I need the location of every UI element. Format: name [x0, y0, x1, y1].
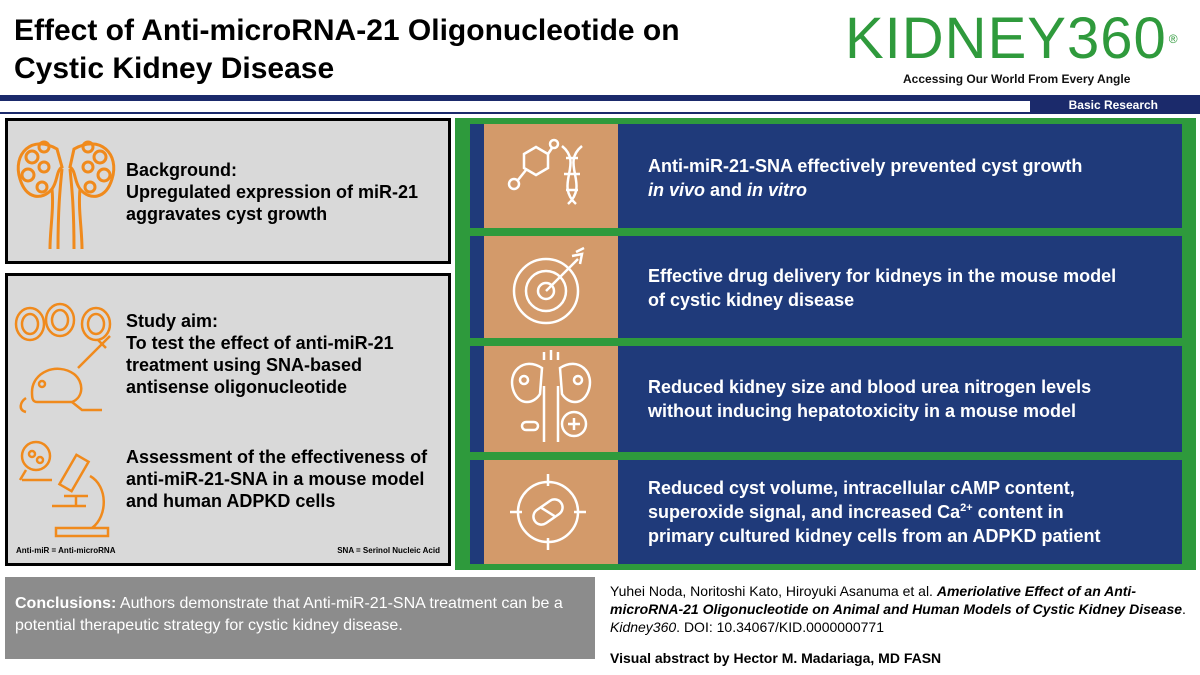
finding-icon-tile [484, 124, 618, 228]
finding-line-2b: content in [972, 502, 1064, 522]
study-aim-text: Study aim: To test the effect of anti-mi… [126, 310, 394, 398]
assessment-text: Assessment of the effectiveness of anti-… [126, 446, 427, 512]
background-text: Background: Upregulated expression of mi… [126, 159, 418, 225]
finding-card: Reduced cyst volume, intracellular cAMP … [470, 460, 1182, 564]
citation: Yuhei Noda, Noritoshi Kato, Hiroyuki Asa… [610, 582, 1195, 636]
title-line-2: Cystic Kidney Disease [14, 52, 335, 85]
calcium-superscript: 2+ [960, 502, 973, 514]
in-vitro-text: in vitro [747, 180, 808, 200]
journal-logo: KIDNEY360 ® [845, 8, 1190, 70]
finding-text: Anti-miR-21-SNA effectively prevented cy… [648, 154, 1168, 202]
study-aim-line-1: To test the effect of anti-miR-21 [126, 333, 394, 353]
background-line-2: aggravates cyst growth [126, 204, 328, 224]
finding-icon-tile [484, 346, 618, 452]
finding-icon-tile [484, 236, 618, 338]
page-title: Effect of Anti-microRNA-21 Oligonucleoti… [14, 12, 814, 88]
dna-molecule-icon [507, 138, 583, 205]
study-panel: Study aim: To test the effect of anti-mi… [5, 273, 451, 566]
finding-card: Effective drug delivery for kidneys in t… [470, 236, 1182, 338]
finding-card: Anti-miR-21-SNA effectively prevented cy… [470, 124, 1182, 228]
finding-line-2: of cystic kidney disease [648, 290, 855, 310]
section-badge: Basic Research [1030, 97, 1200, 113]
citation-authors: Yuhei Noda, Noritoshi Kato, Hiroyuki Asa… [610, 583, 937, 599]
conclusion-box: Conclusions: Authors demonstrate that An… [5, 577, 595, 659]
finding-text: Reduced kidney size and blood urea nitro… [648, 375, 1168, 423]
microscope-icon [18, 440, 110, 538]
finding-icon-tile [484, 460, 618, 564]
background-label: Background: [126, 160, 238, 180]
findings-panel: Anti-miR-21-SNA effectively prevented cy… [455, 118, 1196, 570]
finding-line-2: without inducing hepatotoxicity in a mou… [648, 401, 1077, 421]
finding-line-2: in vivo and in vitro [648, 178, 1168, 202]
finding-line-2: superoxide signal, and increased Ca2+ co… [648, 500, 1168, 524]
finding-line-1: Reduced kidney size and blood urea nitro… [648, 377, 1092, 397]
assessment-line-1: Assessment of the effectiveness of [126, 447, 428, 467]
study-aim-line-2: treatment using SNA-based [126, 355, 363, 375]
footnote-sna: SNA = Serinol Nucleic Acid [337, 546, 440, 555]
citation-article-title: Ameriolative Effect of an Anti-microRNA-… [610, 583, 1183, 617]
registered-mark: ® [1168, 32, 1179, 46]
header-divider [0, 95, 1200, 101]
finding-line-3: primary cultured kidney cells from an AD… [648, 526, 1101, 546]
and-text: and [705, 180, 748, 200]
background-line-1: Upregulated expression of miR-21 [126, 182, 419, 202]
journal-logo-text: KIDNEY360 [845, 6, 1167, 71]
finding-text: Reduced cyst volume, intracellular cAMP … [648, 476, 1168, 548]
in-vivo-text: in vivo [648, 180, 706, 200]
visual-abstract-credit: Visual abstract by Hector M. Madariaga, … [610, 650, 942, 666]
title-line-1: Effect of Anti-microRNA-21 Oligonucleoti… [14, 14, 680, 47]
citation-separator: . [1182, 601, 1186, 617]
journal-tagline: Accessing Our World From Every Angle [903, 72, 1131, 86]
assessment-line-2: anti-miR-21-SNA in a mouse model [126, 469, 425, 489]
pill-crosshair-icon [510, 474, 586, 550]
finding-text: Effective drug delivery for kidneys in t… [648, 264, 1168, 312]
finding-line-2a: superoxide signal, and increased Ca [648, 502, 961, 522]
finding-line-1: Reduced cyst volume, intracellular cAMP … [648, 478, 1075, 498]
finding-card: Reduced kidney size and blood urea nitro… [470, 346, 1182, 452]
kidney-medicine-icon [510, 350, 592, 442]
journal-brand: KIDNEY360 ® Accessing Our World From Ever… [845, 8, 1190, 87]
finding-line-1: Anti-miR-21-SNA effectively prevented cy… [648, 156, 1083, 176]
section-divider [0, 112, 1200, 114]
study-aim-line-3: antisense oligonucleotide [126, 377, 348, 397]
finding-line-1: Effective drug delivery for kidneys in t… [648, 266, 1117, 286]
target-arrow-icon [512, 246, 585, 325]
citation-journal: Kidney360 [610, 619, 677, 635]
conclusion-text: Authors demonstrate that Anti-miR-21-SNA… [15, 595, 563, 634]
study-aim-label: Study aim: [126, 311, 219, 331]
conclusion-label: Conclusions: [15, 595, 117, 612]
citation-doi: . DOI: 10.34067/KID.0000000771 [676, 619, 884, 635]
assessment-line-3: and human ADPKD cells [126, 491, 336, 511]
mouse-injection-icon [14, 302, 112, 414]
kidney-cyst-icon [16, 140, 116, 250]
footnote-antimir: Anti-miR = Anti-microRNA [16, 546, 116, 555]
background-panel: Background: Upregulated expression of mi… [5, 118, 451, 264]
